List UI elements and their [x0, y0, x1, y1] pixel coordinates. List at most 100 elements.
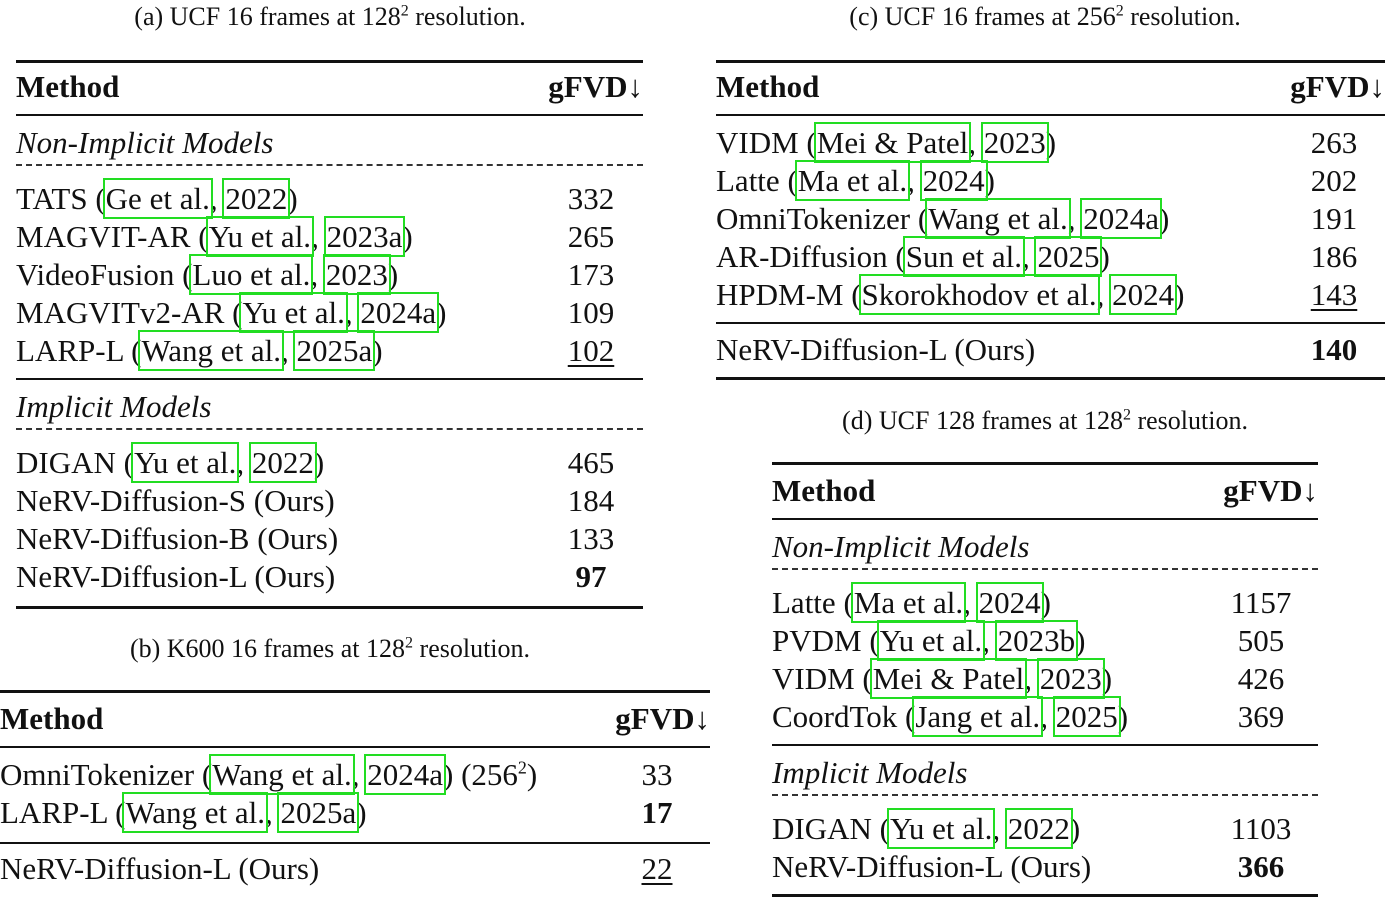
- citation-year: 2024a: [357, 292, 440, 333]
- citation-author: Jang et al.: [912, 696, 1044, 737]
- metric-value: 263: [1310, 125, 1358, 160]
- bottom-rule: [716, 377, 1385, 380]
- header-method: Method: [772, 473, 876, 508]
- citation-year: 2023b: [994, 620, 1079, 661]
- section-dash: [16, 428, 643, 430]
- top-rule: [0, 690, 710, 693]
- header-rule: [772, 518, 1318, 520]
- citation-author: Wang et al.: [122, 792, 268, 833]
- metric-value: 22: [641, 851, 673, 886]
- header-rule: [716, 114, 1385, 116]
- citation-author: Mei & Patel: [813, 122, 972, 163]
- metric-value: 17: [641, 795, 673, 830]
- table-row: VideoFusion (Luo et al., 2023) 173: [16, 254, 643, 295]
- citation-year: 2025: [1052, 696, 1121, 737]
- section-non-implicit: Non-Implicit Models: [772, 529, 1030, 564]
- metric-value: 369: [1237, 699, 1285, 734]
- metric-value: 191: [1310, 201, 1358, 236]
- citation-year: 2023: [980, 122, 1049, 163]
- table-row: NeRV-Diffusion-L (Ours) 97: [16, 558, 643, 596]
- citation-author: Ge et al.: [102, 178, 213, 219]
- header-metric: gFVD↓: [615, 701, 710, 736]
- header-metric: gFVD↓: [1223, 473, 1318, 508]
- metric-value: 184: [567, 483, 615, 518]
- table-row: MAGVIT-AR (Yu et al., 2023a) 265: [16, 216, 643, 257]
- metric-value: 332: [567, 181, 615, 216]
- citation-author: Luo et al.: [189, 254, 314, 295]
- citation-author: Mei & Patel: [869, 658, 1028, 699]
- citation-author: Ma et al.: [794, 160, 911, 201]
- table-a-caption: (a) UCF 16 frames at 1282 resolution.: [134, 2, 526, 31]
- mid-rule: [0, 842, 710, 844]
- table-d: (d) UCF 128 frames at 1282 resolution. M…: [772, 400, 1318, 900]
- metric-value: 265: [567, 219, 615, 254]
- method-name: HPDM-M (Skorokhodov et al., 2024): [716, 274, 1185, 315]
- method-name: VIDM (Mei & Patel, 2023): [716, 122, 1057, 163]
- table-b: (b) K600 16 frames at 1282 resolution. M…: [0, 630, 712, 904]
- table-row: DIGAN (Yu et al., 2022) 1103: [772, 808, 1318, 849]
- table-row: Latte (Ma et al., 2024) 202: [716, 160, 1385, 201]
- citation-author: Sun et al.: [902, 236, 1025, 277]
- method-name: NeRV-Diffusion-L (Ours): [0, 851, 320, 886]
- citation-year: 2024: [919, 160, 988, 201]
- table-row: Latte (Ma et al., 2024) 1157: [772, 582, 1318, 623]
- mid-rule: [772, 744, 1318, 746]
- table-row: AR-Diffusion (Sun et al., 2025) 186: [716, 236, 1385, 277]
- citation-author: Yu et al.: [205, 216, 315, 257]
- table-d-caption: (d) UCF 128 frames at 1282 resolution.: [842, 406, 1248, 435]
- metric-value: 366: [1237, 849, 1285, 884]
- citation-author: Yu et al.: [876, 620, 986, 661]
- metric-value: 173: [567, 257, 615, 292]
- table-a-header: Method gFVD↓: [16, 68, 643, 106]
- method-name: TATS (Ge et al., 2022): [16, 178, 298, 219]
- method-name: NeRV-Diffusion-B (Ours): [16, 521, 339, 556]
- method-name: Latte (Ma et al., 2024): [772, 582, 1051, 623]
- section-non-implicit: Non-Implicit Models: [16, 125, 274, 160]
- table-row: MAGVITv2-AR (Yu et al., 2024a) 109: [16, 292, 643, 333]
- header-method: Method: [16, 69, 120, 104]
- method-name: NeRV-Diffusion-L (Ours): [772, 849, 1092, 884]
- method-name: AR-Diffusion (Sun et al., 2025): [716, 236, 1110, 277]
- citation-author: Wang et al.: [138, 330, 284, 371]
- table-a: (a) UCF 16 frames at 1282 resolution. Me…: [0, 0, 660, 615]
- citation-year: 2023: [322, 254, 391, 295]
- method-name: VIDM (Mei & Patel, 2023): [772, 658, 1113, 699]
- table-b-header: Method gFVD↓: [0, 700, 710, 738]
- method-name: Latte (Ma et al., 2024): [716, 160, 995, 201]
- citation-year: 2022: [1004, 808, 1073, 849]
- metric-value: 1157: [1230, 585, 1292, 620]
- table-row: OmniTokenizer (Wang et al., 2024a) 191: [716, 198, 1385, 239]
- citation-year: 2024: [975, 582, 1044, 623]
- citation-author: Skorokhodov et al.: [858, 274, 1100, 315]
- citation-year: 2022: [222, 178, 291, 219]
- citation-author: Yu et al.: [239, 292, 348, 333]
- top-rule: [16, 60, 643, 63]
- section-dash: [772, 568, 1318, 570]
- metric-value: 102: [567, 333, 615, 368]
- table-row: NeRV-Diffusion-L (Ours) 366: [772, 848, 1318, 886]
- method-name: MAGVITv2-AR (Yu et al., 2024a): [16, 292, 447, 333]
- citation-author: Ma et al.: [850, 582, 967, 623]
- table-c-header: Method gFVD↓: [716, 68, 1385, 106]
- table-row-ours: NeRV-Diffusion-L (Ours) 22: [0, 850, 710, 888]
- metric-value: 97: [575, 559, 607, 594]
- section-implicit: Implicit Models: [772, 755, 968, 790]
- table-row: TATS (Ge et al., 2022) 332: [16, 178, 643, 219]
- metric-value: 505: [1237, 623, 1285, 658]
- metric-value: 202: [1310, 163, 1358, 198]
- table-row: VIDM (Mei & Patel, 2023) 263: [716, 122, 1385, 163]
- table-row: LARP-L (Wang et al., 2025a) 17: [0, 792, 710, 833]
- method-name: LARP-L (Wang et al., 2025a): [0, 792, 367, 833]
- header-metric: gFVD↓: [1290, 69, 1385, 104]
- section-dash: [16, 164, 643, 166]
- citation-year: 2024: [1109, 274, 1178, 315]
- header-rule: [0, 746, 710, 748]
- bottom-rule: [772, 894, 1318, 897]
- table-c-caption: (c) UCF 16 frames at 2562 resolution.: [849, 2, 1241, 31]
- header-method: Method: [0, 701, 104, 736]
- section-implicit: Implicit Models: [16, 389, 212, 424]
- method-name: OmniTokenizer (Wang et al., 2024a): [716, 198, 1170, 239]
- method-name: VideoFusion (Luo et al., 2023): [16, 254, 399, 295]
- method-name: LARP-L (Wang et al., 2025a): [16, 330, 383, 371]
- suffix-superscript: 2: [517, 757, 527, 778]
